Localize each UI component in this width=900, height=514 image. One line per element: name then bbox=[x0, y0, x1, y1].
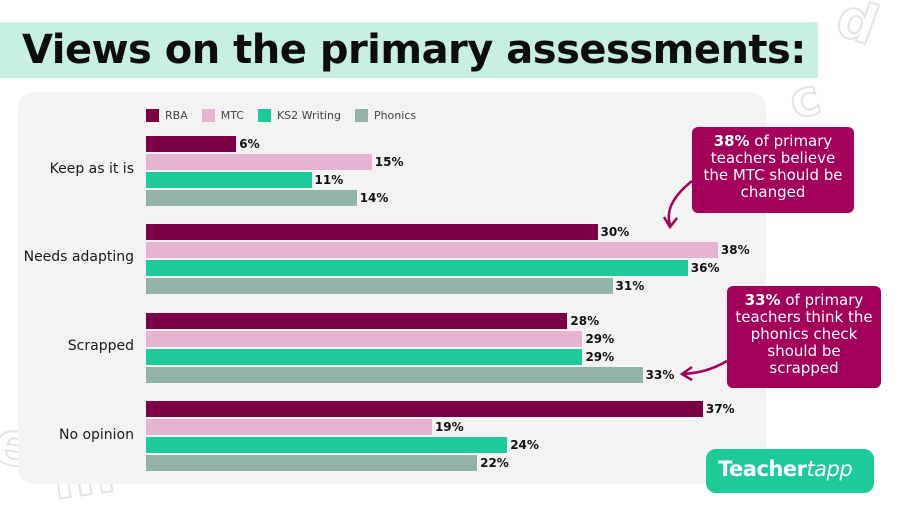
bar-phonics bbox=[146, 367, 643, 383]
bar-phonics bbox=[146, 190, 357, 206]
legend-swatch-ks2-writing bbox=[257, 108, 271, 122]
bar-value-label: 15% bbox=[374, 155, 404, 169]
category-label-keep: Keep as it is bbox=[49, 161, 134, 177]
callout-phonics-arrow bbox=[679, 359, 728, 382]
category-label-no-opinion: No opinion bbox=[58, 427, 134, 443]
callout-phonics-highlight: 33% bbox=[744, 291, 781, 309]
bar-value-label: 31% bbox=[615, 279, 645, 293]
legend-label-mtc: MTC bbox=[220, 108, 244, 122]
legend-label-phonics: Phonics bbox=[373, 108, 417, 122]
bar-phonics bbox=[146, 455, 478, 471]
bar-value-label: 19% bbox=[434, 420, 464, 434]
legend-item-phonics: Phonics bbox=[354, 107, 417, 123]
legend-swatch-rba bbox=[146, 108, 159, 122]
bar-value-label: 29% bbox=[585, 332, 615, 346]
bar-rba bbox=[146, 224, 598, 240]
bar-ks2-writing bbox=[146, 172, 312, 188]
bar-mtc bbox=[146, 242, 718, 258]
bar-value-label: 33% bbox=[645, 368, 675, 382]
legend-item-mtc: MTC bbox=[201, 107, 244, 123]
bar-mtc bbox=[146, 154, 372, 170]
callout-mtc-highlight: 38% bbox=[713, 132, 750, 150]
bar-mtc bbox=[146, 331, 583, 347]
bar-mtc bbox=[146, 419, 432, 435]
callout-phonics-text: of primary teachers think the phonics ch… bbox=[735, 291, 873, 377]
title-band bbox=[0, 22, 818, 78]
bar-value-label: 37% bbox=[705, 402, 735, 416]
bar-value-label: 30% bbox=[600, 225, 630, 239]
legend-swatch-phonics bbox=[354, 108, 368, 122]
legend-item-rba: RBA bbox=[146, 107, 188, 123]
bar-value-label: 38% bbox=[720, 243, 750, 257]
legend-swatch-mtc bbox=[201, 108, 215, 122]
bar-rba bbox=[146, 313, 568, 329]
bar-value-label: 22% bbox=[480, 456, 509, 470]
teachertapp-logo: Teachertapp bbox=[718, 457, 853, 481]
bar-value-label: 6% bbox=[239, 137, 260, 151]
chart-title: Views on the primary assessments: bbox=[22, 27, 806, 73]
bar-value-label: 28% bbox=[570, 314, 600, 328]
callout-mtc-arrow bbox=[662, 180, 693, 230]
bar-rba bbox=[146, 401, 703, 417]
decorative-letter: d bbox=[827, 0, 887, 59]
callout-phonics: 33% of primary teachers think the phonic… bbox=[727, 286, 881, 388]
bar-value-label: 14% bbox=[359, 191, 389, 205]
bar-value-label: 36% bbox=[690, 261, 720, 275]
callout-mtc-text: of primary teachers believe the MTC shou… bbox=[703, 132, 843, 201]
bar-ks2-writing bbox=[146, 437, 508, 453]
category-label-scrapped: Scrapped bbox=[67, 338, 134, 354]
category-label-needs-adapting: Needs adapting bbox=[23, 249, 134, 265]
legend-label-ks2-writing: KS2 Writing bbox=[276, 108, 341, 122]
brand-part2: tapp bbox=[806, 457, 853, 481]
teachertapp-logo-badge bbox=[706, 449, 874, 493]
brand-part1: Teacher bbox=[718, 457, 807, 481]
bar-value-label: 11% bbox=[314, 173, 344, 187]
bar-rba bbox=[146, 136, 237, 152]
bar-ks2-writing bbox=[146, 260, 688, 276]
bar-value-label: 29% bbox=[585, 350, 615, 364]
bar-phonics bbox=[146, 278, 613, 294]
legend-item-ks2-writing: KS2 Writing bbox=[257, 107, 341, 123]
legend-label-rba: RBA bbox=[165, 108, 188, 122]
callout-mtc: 38% of primary teachers believe the MTC … bbox=[692, 127, 854, 213]
legend: RBA MTC KS2 Writing Phonics bbox=[146, 107, 416, 123]
bar-value-label: 24% bbox=[510, 438, 539, 452]
bar-ks2-writing bbox=[146, 349, 583, 365]
